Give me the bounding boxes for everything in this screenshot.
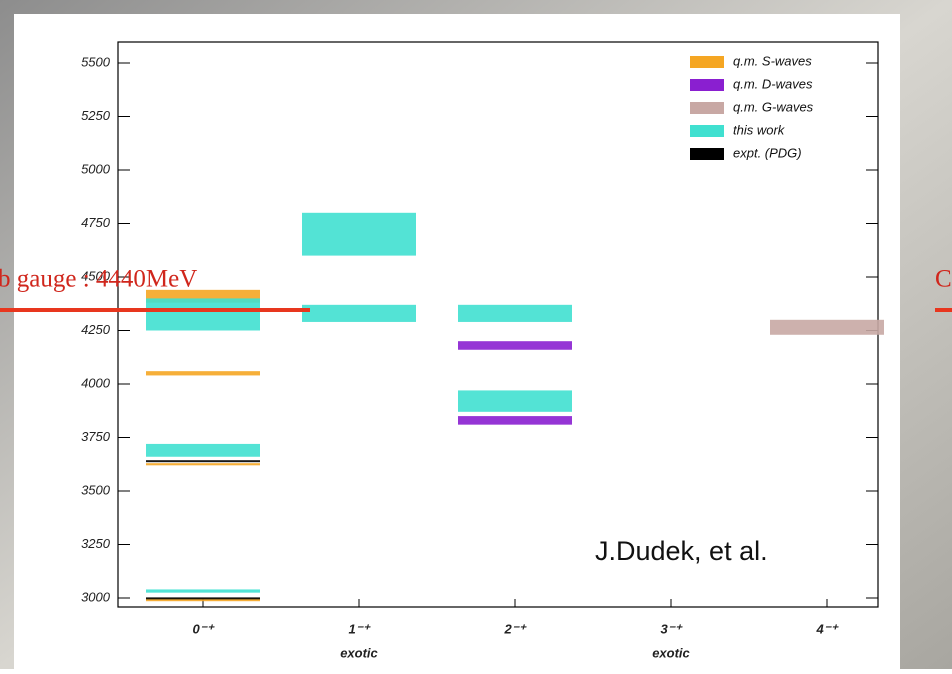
legend-swatch — [690, 56, 724, 68]
x-tick-note: exotic — [340, 645, 378, 660]
y-tick-label: 4250 — [81, 322, 111, 337]
range-box — [302, 305, 416, 322]
x-tick-note: exotic — [652, 645, 690, 660]
y-tick-label: 5500 — [81, 54, 111, 69]
gauge-label: C — [935, 266, 952, 293]
range-box — [770, 320, 884, 335]
y-tick-label: 3000 — [81, 589, 111, 604]
range-box — [146, 463, 260, 465]
legend-label: expt. (PDG) — [733, 145, 802, 160]
y-tick-label: 5250 — [81, 108, 111, 123]
slide: 3000325035003750400042504500475050005250… — [0, 0, 952, 669]
x-tick-label: 2⁻⁺ — [504, 621, 528, 636]
range-box — [146, 589, 260, 592]
x-tick-label: 4⁻⁺ — [816, 621, 840, 636]
y-tick-label: 3750 — [81, 429, 111, 444]
range-box — [146, 597, 260, 599]
legend-swatch — [690, 148, 724, 160]
range-box — [146, 298, 260, 330]
y-tick-label: 4000 — [81, 375, 111, 390]
author-note: J.Dudek, et al. — [595, 536, 768, 566]
range-box — [146, 371, 260, 375]
legend-swatch — [690, 102, 724, 114]
range-box — [146, 460, 260, 462]
y-tick-label: 3500 — [81, 482, 111, 497]
range-box — [458, 305, 572, 322]
y-tick-label: 3250 — [81, 536, 111, 551]
y-tick-label: 4750 — [81, 215, 111, 230]
legend-label: q.m. S-waves — [733, 53, 812, 68]
range-box — [458, 390, 572, 411]
legend-label: q.m. D-waves — [733, 76, 813, 91]
legend-swatch — [690, 79, 724, 91]
x-tick-label: 3⁻⁺ — [661, 621, 684, 636]
gauge-label: b gauge : 4440MeV — [0, 266, 197, 293]
legend-swatch — [690, 125, 724, 137]
legend-label: this work — [733, 122, 786, 137]
range-box — [458, 416, 572, 425]
x-tick-label: 0⁻⁺ — [193, 621, 216, 636]
range-box — [458, 341, 572, 350]
range-box — [302, 213, 416, 256]
x-tick-label: 1⁻⁺ — [349, 621, 372, 636]
y-tick-label: 5000 — [81, 161, 111, 176]
legend-label: q.m. G-waves — [733, 99, 814, 114]
range-box — [146, 444, 260, 457]
